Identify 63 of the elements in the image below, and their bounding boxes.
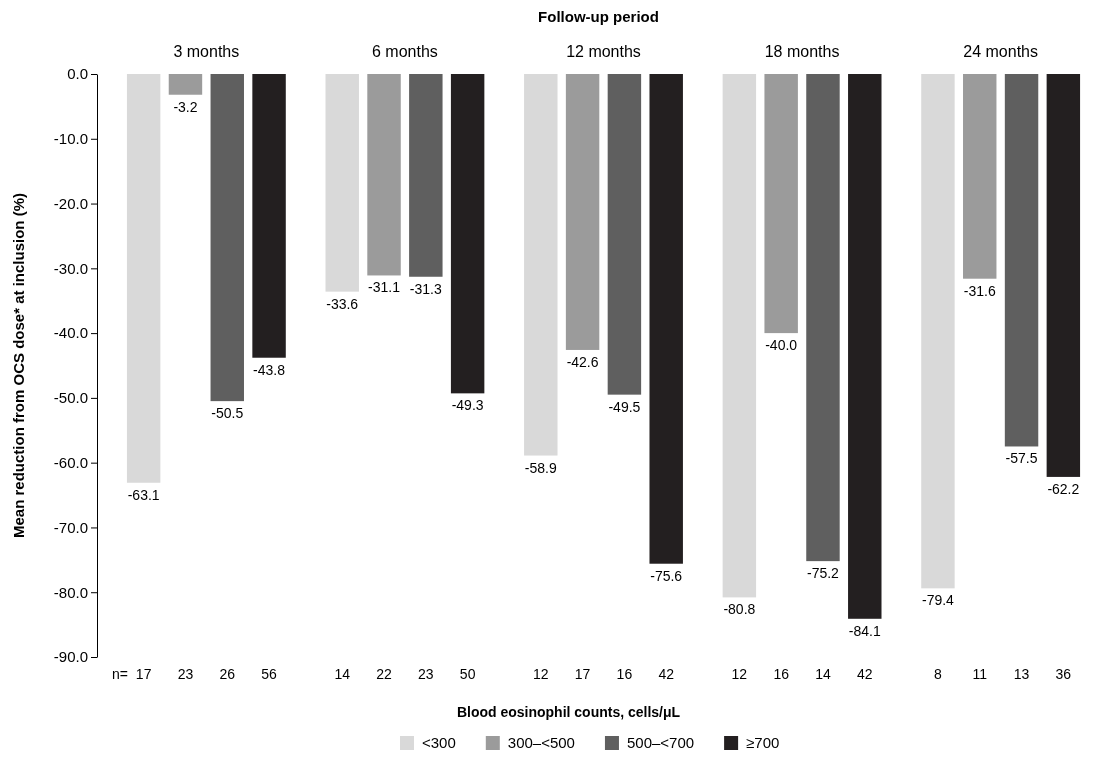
- y-tick-label: -30.0: [53, 259, 88, 277]
- text: 11: [972, 666, 988, 682]
- legend-label: <300: [422, 734, 456, 751]
- data-label: -63.1: [127, 486, 160, 503]
- text: 50: [459, 666, 476, 682]
- y-axis-title: Mean reduction from OCS dose* at inclusion (%): [10, 192, 27, 539]
- data-label: -57.5: [1005, 450, 1038, 467]
- data-label: -62.2: [1047, 480, 1080, 497]
- data-label: -49.5: [608, 398, 641, 415]
- data-label: -33.6: [326, 295, 359, 312]
- data-label: -43.8: [253, 361, 286, 378]
- text: 42: [856, 666, 873, 682]
- text: 8: [934, 666, 943, 682]
- y-tick-label: -70.0: [53, 518, 88, 536]
- text: 22: [376, 666, 393, 682]
- y-tick-label: 0.0: [67, 65, 88, 83]
- x-tick-label: 6 months: [372, 43, 438, 60]
- data-label: -75.6: [650, 567, 683, 584]
- legend-label: 300–<500: [507, 734, 575, 751]
- text: 26: [219, 666, 236, 682]
- y-tick-label: -20.0: [53, 194, 88, 212]
- y-tick-label: -90.0: [53, 648, 88, 666]
- text: n=: [112, 666, 128, 682]
- data-label: -80.8: [723, 601, 756, 618]
- y-tick-label: -80.0: [53, 583, 88, 601]
- data-label: -31.3: [409, 280, 442, 297]
- legend-title: Blood eosinophil counts, cells/μL: [456, 704, 681, 720]
- text: 14: [815, 666, 831, 682]
- data-label: -42.6: [566, 353, 599, 370]
- text: 17: [574, 666, 591, 682]
- data-label: -75.2: [807, 565, 840, 582]
- legend-label: 500–<700: [626, 734, 695, 751]
- data-label: -84.1: [848, 622, 881, 639]
- data-label: -31.6: [963, 282, 996, 299]
- text: 17: [135, 666, 152, 682]
- text: 23: [177, 666, 194, 682]
- text: 13: [1013, 666, 1030, 682]
- legend-label: ≥700: [746, 734, 780, 751]
- data-label: -3.2: [173, 98, 198, 115]
- data-label: -31.1: [368, 279, 401, 296]
- text: 36: [1055, 666, 1072, 682]
- x-tick-label: 3 months: [173, 43, 240, 60]
- y-tick-label: -40.0: [53, 324, 88, 342]
- text: 56: [261, 666, 278, 682]
- text: 16: [773, 666, 790, 682]
- text: 12: [533, 666, 549, 682]
- x-tick-label: 12 months: [566, 43, 641, 60]
- data-label: -49.3: [451, 397, 484, 414]
- x-tick-label: 24 months: [963, 43, 1038, 60]
- y-tick-label: -60.0: [53, 453, 88, 471]
- text: 16: [616, 666, 633, 682]
- y-tick-label: -50.0: [53, 389, 88, 407]
- text: 42: [658, 666, 675, 682]
- text: 12: [731, 666, 748, 682]
- y-tick-label: -10.0: [53, 130, 88, 148]
- chart-title: Follow-up period: [538, 8, 659, 25]
- data-label: -50.5: [211, 405, 244, 422]
- data-label: -40.0: [765, 337, 798, 354]
- x-tick-label: 18 months: [764, 43, 840, 60]
- text: 23: [418, 666, 434, 682]
- text: 14: [334, 666, 351, 682]
- data-label: -58.9: [524, 459, 557, 476]
- data-label: -79.4: [921, 592, 955, 609]
